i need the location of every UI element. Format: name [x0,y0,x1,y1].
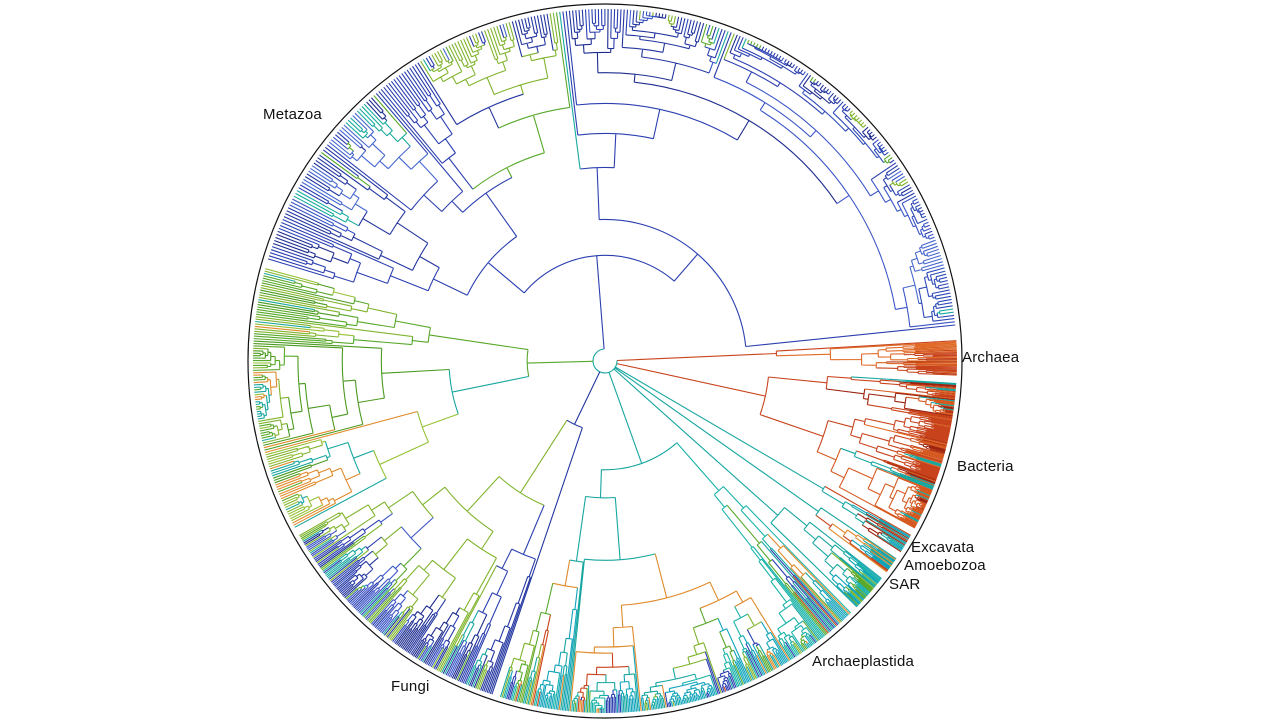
clade-label-amoebozoa: Amoebozoa [904,557,986,574]
tree-branches [289,9,955,678]
tree-branches [253,10,909,711]
clade-label-excavata: Excavata [911,539,975,556]
clade-label-sar: SAR [889,576,921,593]
tree-branches [816,346,958,529]
tree-branches [301,9,944,304]
tree-branches [826,381,957,553]
tree-branches [252,282,450,484]
tree-branches [278,10,955,322]
tree-branches [293,11,954,315]
outer-ring [247,3,963,719]
tree-branches [883,358,958,511]
tree-branches [253,325,896,713]
clade-label-bacteria: Bacteria [957,458,1014,475]
tree-branches [504,504,911,713]
tree-branches [267,8,956,714]
tree-branches [252,12,893,713]
clade-label-fungi: Fungi [391,678,430,695]
clade-label-metazoa: Metazoa [263,106,322,123]
tree-branches [515,340,958,713]
tree-branches [273,8,912,689]
tree-branches [283,9,933,695]
clade-label-archaeplastida: Archaeplastida [812,653,915,670]
tree-branches [252,268,459,522]
clade-label-archaea: Archaea [962,349,1020,366]
